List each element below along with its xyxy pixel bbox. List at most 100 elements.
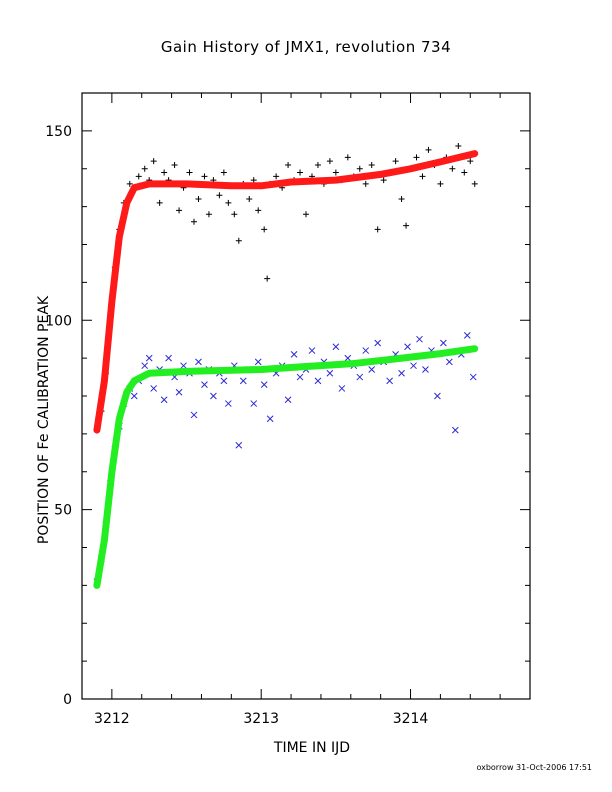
data-point-0 [255, 207, 262, 214]
data-point-1 [374, 339, 382, 347]
data-point-1 [362, 347, 370, 354]
y-tick-label: 100 [45, 313, 72, 329]
data-point-0 [285, 161, 292, 168]
data-point-1 [308, 347, 316, 354]
data-point-0 [231, 211, 238, 218]
data-point-1 [235, 441, 243, 449]
data-point-1 [356, 373, 364, 381]
data-point-0 [368, 161, 375, 168]
data-point-0 [141, 165, 148, 172]
data-point-0 [176, 207, 183, 214]
data-point-1 [314, 377, 322, 385]
data-point-1 [284, 396, 292, 404]
data-point-0 [126, 180, 133, 187]
data-point-1 [201, 381, 208, 388]
data-point-1 [160, 396, 168, 404]
data-point-1 [180, 362, 187, 370]
data-point-1 [175, 388, 183, 396]
data-point-0 [186, 169, 193, 176]
data-point-0 [264, 275, 271, 282]
data-point-0 [398, 196, 405, 203]
data-point-0 [362, 180, 369, 187]
data-point-1 [260, 381, 268, 388]
data-point-0 [344, 154, 351, 161]
y-axis-label: POSITION OF Fe CALIBRATION PEAK [36, 295, 52, 545]
data-point-0 [261, 226, 268, 233]
data-point-0 [437, 180, 444, 187]
data-point-1 [224, 400, 232, 407]
data-point-0 [413, 154, 420, 161]
data-point-1 [290, 350, 298, 358]
y-tick-label: 0 [63, 692, 72, 708]
data-point-0 [273, 173, 280, 180]
data-point-0 [156, 199, 163, 206]
data-point-0 [216, 192, 223, 199]
data-point-0 [374, 226, 381, 233]
data-point-1 [422, 366, 429, 373]
data-point-1 [266, 415, 274, 423]
data-point-0 [449, 165, 456, 172]
data-point-0 [171, 161, 178, 168]
data-point-1 [210, 392, 217, 400]
y-tick-label: 50 [54, 503, 72, 519]
data-point-1 [190, 411, 198, 419]
data-point-0 [220, 169, 227, 176]
data-point-1 [344, 354, 352, 362]
data-point-0 [205, 211, 212, 218]
fit-curve-3 [93, 345, 479, 589]
data-point-1 [404, 343, 411, 351]
data-point-0 [392, 158, 399, 165]
data-point-1 [150, 385, 158, 392]
data-point-1 [165, 354, 172, 362]
data-point-0 [235, 237, 242, 244]
data-point-0 [461, 169, 468, 176]
data-point-0 [380, 177, 387, 184]
data-point-0 [303, 211, 309, 218]
data-point-1 [386, 377, 393, 385]
data-point-0 [201, 173, 208, 180]
data-point-1 [338, 385, 346, 392]
data-point-1 [368, 366, 376, 373]
data-point-1 [416, 335, 423, 343]
data-point-0 [161, 169, 168, 176]
data-point-1 [254, 358, 262, 366]
data-point-0 [467, 158, 474, 165]
data-point-0 [419, 173, 426, 180]
data-point-0 [250, 177, 257, 184]
data-point-1 [451, 426, 459, 434]
chart-title: Gain History of JMX1, revolution 734 [160, 38, 452, 56]
data-point-1 [446, 358, 453, 366]
data-point-1 [130, 392, 138, 400]
data-point-0 [135, 173, 142, 180]
fit-curve-2 [93, 150, 479, 434]
data-point-1 [410, 362, 417, 370]
data-point-1 [463, 332, 471, 339]
data-point-1 [440, 339, 447, 347]
data-point-0 [455, 143, 462, 150]
data-point-0 [356, 165, 363, 172]
data-point-1 [250, 400, 258, 407]
data-point-1 [141, 362, 149, 370]
data-point-0 [425, 146, 432, 153]
x-tick-label: 3212 [94, 711, 130, 727]
data-point-0 [191, 218, 197, 225]
data-point-1 [434, 392, 441, 400]
data-point-1 [220, 377, 228, 385]
footer-credit: oxborrow 31-Oct-2006 17:51 [476, 763, 592, 772]
data-point-1 [326, 369, 334, 377]
data-point-0 [150, 158, 157, 165]
data-point-1 [195, 358, 202, 366]
axis-ticks: 0 50 100 150 3212 3213 3214 [45, 92, 531, 727]
data-point-1 [469, 373, 477, 381]
data-point-0 [225, 199, 232, 206]
data-point-1 [239, 377, 247, 385]
data-point-0 [297, 169, 304, 176]
data-series [93, 143, 479, 589]
data-point-0 [314, 161, 321, 168]
data-point-1 [332, 343, 340, 351]
data-point-0 [326, 158, 333, 165]
x-tick-label: 3214 [393, 711, 429, 727]
data-point-0 [332, 169, 339, 176]
data-point-1 [398, 369, 405, 377]
